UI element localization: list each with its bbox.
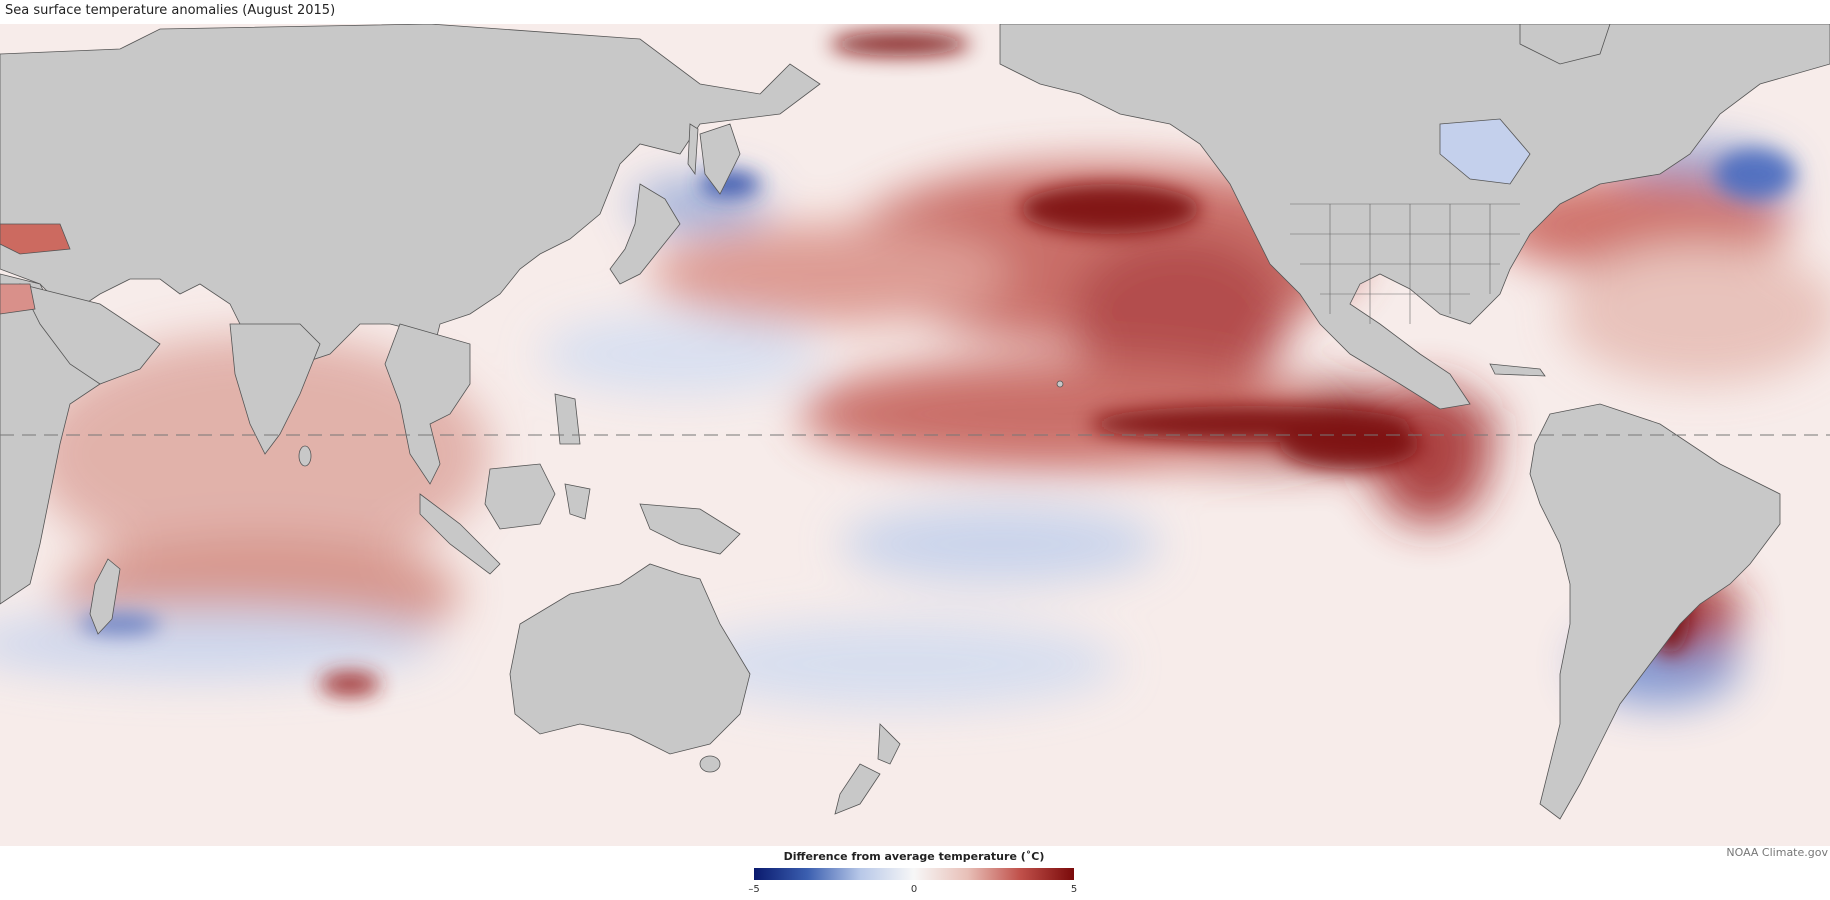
land-masses [0,24,1830,820]
black-sea [0,223,71,255]
sulawesi [564,483,591,520]
sst-anomaly-map [0,24,1830,846]
new-zealand [877,723,901,765]
philippines [554,393,581,445]
us-state-borders [1290,203,1520,324]
mediterranean-east [0,283,36,315]
eurasia-landmass [0,24,821,385]
madagascar [89,558,121,635]
tasmania [699,755,721,773]
arctic-islands [1519,24,1611,65]
new-guinea [639,503,741,555]
color-legend: Difference from average temperature (˚C)… [748,850,1077,898]
legend-color-bar [754,868,1074,880]
south-america-landmass [1529,403,1781,820]
sumatra [419,493,501,575]
borneo [484,463,556,530]
sakhalin [687,123,699,176]
arabian-peninsula [19,283,161,385]
legend-tick-max: 5 [1070,884,1078,895]
credit-text: NOAA Climate.gov [1726,846,1828,859]
map-canvas [0,24,1830,820]
japan [609,183,681,285]
southeast-asia-landmass [384,323,471,485]
legend-tick-min: –5 [748,884,760,895]
hawaii [1056,380,1064,388]
kamchatka [699,123,741,195]
map-title: Sea surface temperature anomalies (Augus… [5,3,336,18]
north-america-landmass [999,24,1830,410]
cuba [1489,363,1546,377]
sri-lanka [298,445,312,467]
new-zealand-south [834,763,881,815]
anomaly-field [0,32,1830,709]
legend-title: Difference from average temperature (˚C) [783,850,1045,863]
india-landmass [229,323,321,455]
hudson-bay [1439,118,1531,185]
legend-tick-zero: 0 [910,884,918,895]
australia-landmass [509,563,751,755]
